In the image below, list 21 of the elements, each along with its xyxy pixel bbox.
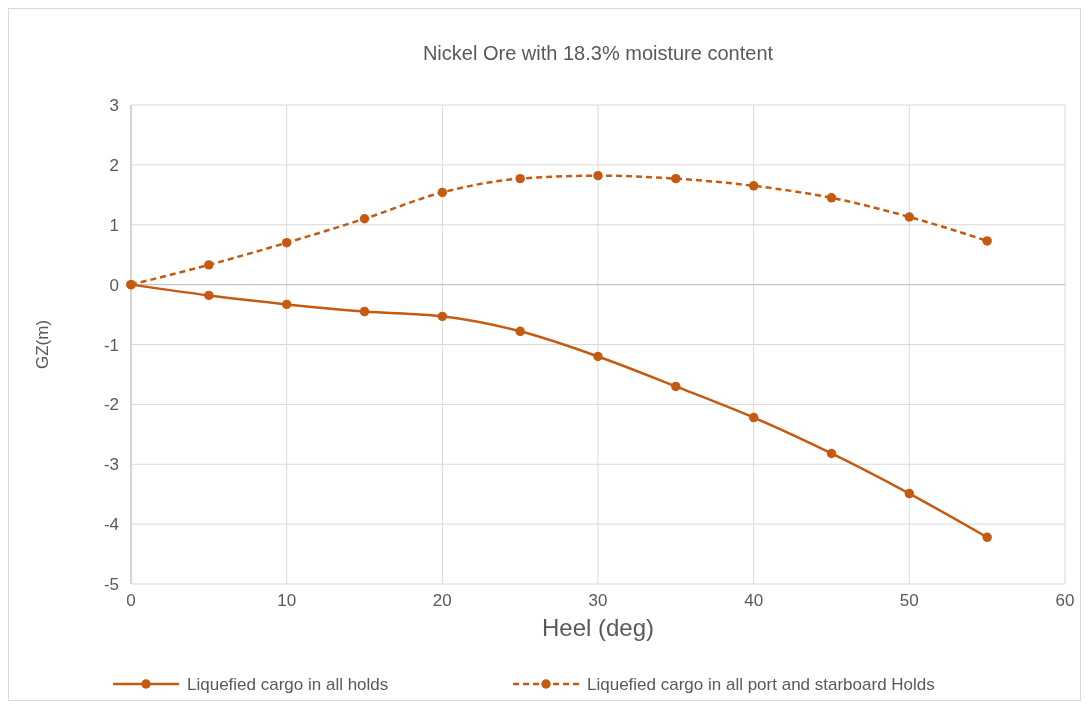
y-tick-label: -4 [103, 515, 119, 535]
x-tick-label: 0 [126, 591, 136, 610]
chart-title: Nickel Ore with 18.3% moisture content [422, 42, 774, 64]
y-tick-label: 3 [109, 96, 119, 115]
y-tick-label: 0 [109, 275, 119, 295]
x-tick-label: 20 [432, 591, 452, 610]
x-axis-title: Heel (deg) [541, 614, 655, 641]
legend-label: Liquefied cargo in all holds [187, 675, 389, 694]
y-tick-label: 2 [109, 155, 119, 175]
legend-label: Liquefied cargo in all port and starboard Holds [587, 675, 935, 694]
x-tick-label: 10 [277, 591, 297, 610]
y-tick-label: 1 [109, 215, 119, 235]
x-tick-label: 30 [588, 591, 608, 610]
y-tick-label: -3 [103, 455, 119, 475]
y-tick-label: -1 [103, 335, 119, 355]
x-tick-label: 40 [744, 591, 764, 610]
y-tick-label: -2 [103, 395, 119, 415]
y-tick-label: -5 [103, 575, 119, 594]
x-tick-label: 60 [1055, 591, 1075, 610]
x-tick-label: 50 [899, 591, 919, 610]
y-axis-title: GZ(m) [33, 319, 52, 370]
